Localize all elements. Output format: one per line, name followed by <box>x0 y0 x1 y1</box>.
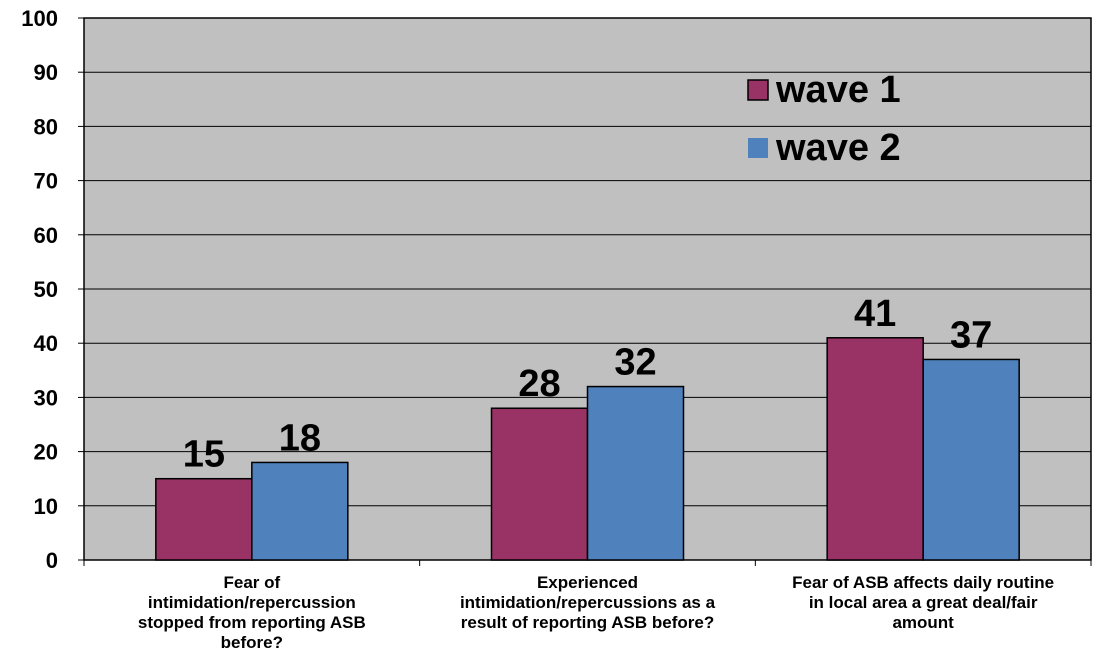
data-label: 18 <box>279 417 321 459</box>
x-category-label-line: result of reporting ASB before? <box>460 613 715 632</box>
x-category-label-line: intimidation/repercussion <box>147 593 356 612</box>
x-category-label-line: Fear of ASB affects daily routine <box>792 573 1055 592</box>
bar <box>922 358 1020 561</box>
bar <box>490 407 589 561</box>
bar <box>826 337 924 561</box>
data-label: 41 <box>854 293 896 335</box>
data-label: 28 <box>518 363 560 405</box>
y-tick-label: 100 <box>21 6 58 31</box>
x-category-label-line: intimidation/repercussions as a <box>459 593 716 612</box>
legend-label: wave 1 <box>775 69 901 111</box>
y-tick-label: 50 <box>34 277 58 302</box>
x-category-label-line: before? <box>220 633 283 652</box>
legend-swatch <box>748 138 768 158</box>
x-category-label-line: Experienced <box>536 573 639 592</box>
bar <box>155 477 253 561</box>
x-category-label: Fear of ASB affects daily routine in loca… <box>773 573 1073 633</box>
y-tick-label: 40 <box>34 331 58 356</box>
y-tick-label: 80 <box>34 114 58 139</box>
x-category-label-line: amount <box>892 613 954 632</box>
legend-label: wave 2 <box>775 127 901 169</box>
y-tick-label: 0 <box>46 548 58 573</box>
y-tick-label: 60 <box>34 223 58 248</box>
data-label: 15 <box>183 434 225 476</box>
y-tick-label: 20 <box>34 440 58 465</box>
bar <box>251 461 349 561</box>
y-tick-label: 90 <box>34 60 58 85</box>
y-tick-label: 70 <box>34 169 58 194</box>
bar <box>586 385 685 561</box>
data-label: 32 <box>614 342 656 384</box>
data-label: 37 <box>950 314 992 356</box>
x-category-label: Fear of intimidation/repercussion stopped … <box>102 573 402 653</box>
x-category-label-line: stopped from reporting ASB <box>137 613 366 632</box>
x-category-label-line: Fear of <box>223 573 281 592</box>
y-tick-label: 10 <box>34 494 58 519</box>
x-category-label: Experienced intimidation/repercussions as… <box>438 573 738 633</box>
x-category-label-line: in local area a great deal/fair <box>808 593 1038 612</box>
y-tick-label: 30 <box>34 385 58 410</box>
legend-swatch <box>747 79 769 101</box>
